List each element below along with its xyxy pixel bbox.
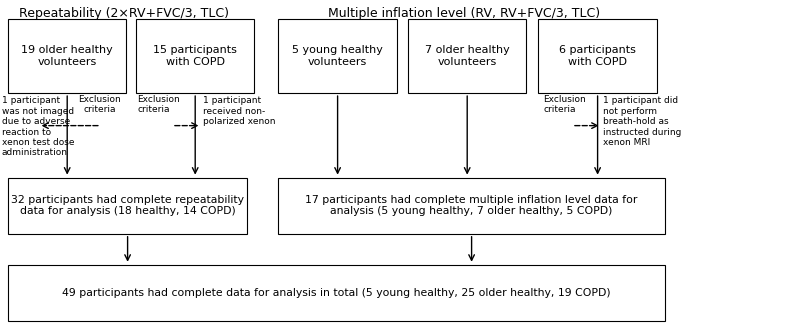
Bar xyxy=(8,19,126,93)
Bar xyxy=(8,178,247,234)
Text: Exclusion
criteria: Exclusion criteria xyxy=(543,95,586,114)
Text: 7 older healthy
volunteers: 7 older healthy volunteers xyxy=(425,46,510,67)
Bar xyxy=(538,19,657,93)
Text: 17 participants had complete multiple inflation level data for
analysis (5 young: 17 participants had complete multiple in… xyxy=(306,195,638,216)
Text: 5 young healthy
volunteers: 5 young healthy volunteers xyxy=(292,46,383,67)
Text: Exclusion
criteria: Exclusion criteria xyxy=(78,95,121,114)
Text: 6 participants
with COPD: 6 participants with COPD xyxy=(559,46,636,67)
Text: Exclusion
criteria: Exclusion criteria xyxy=(138,95,180,114)
Text: 19 older healthy
volunteers: 19 older healthy volunteers xyxy=(22,46,113,67)
Bar xyxy=(8,265,665,321)
Text: 1 participant did
not perform
breath-hold as
instructed during
xenon MRI: 1 participant did not perform breath-hol… xyxy=(603,96,682,147)
Text: 49 participants had complete data for analysis in total (5 young healthy, 25 old: 49 participants had complete data for an… xyxy=(62,288,610,298)
Bar xyxy=(408,19,526,93)
Bar xyxy=(278,19,397,93)
Text: 15 participants
with COPD: 15 participants with COPD xyxy=(154,46,237,67)
Text: 1 participant
was not imaged
due to adverse
reaction to
xenon test dose
administ: 1 participant was not imaged due to adve… xyxy=(2,96,74,157)
Text: 1 participant
received non-
polarized xenon: 1 participant received non- polarized xe… xyxy=(203,96,276,126)
Bar xyxy=(278,178,665,234)
Text: Multiple inflation level (RV, RV+FVC/3, TLC): Multiple inflation level (RV, RV+FVC/3, … xyxy=(328,7,600,20)
Bar xyxy=(136,19,254,93)
Text: Repeatability (2×RV+FVC/3, TLC): Repeatability (2×RV+FVC/3, TLC) xyxy=(19,7,229,20)
Text: 32 participants had complete repeatability
data for analysis (18 healthy, 14 COP: 32 participants had complete repeatabili… xyxy=(11,195,244,216)
